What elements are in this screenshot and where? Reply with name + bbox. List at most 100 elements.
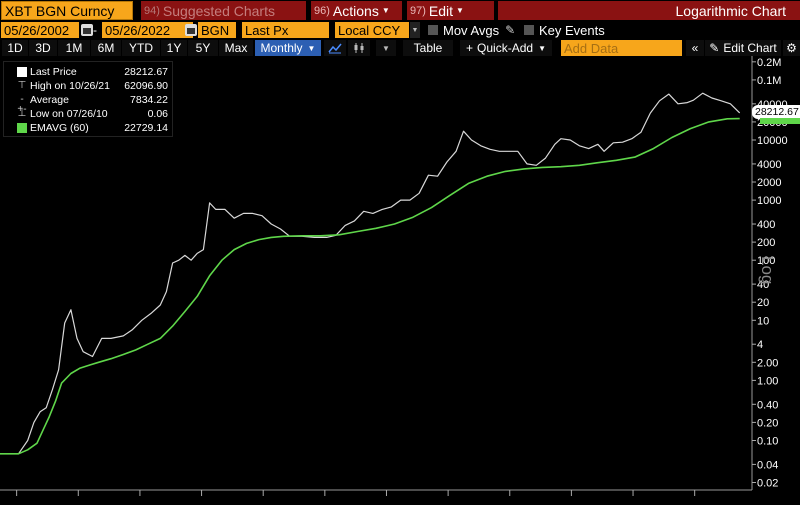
suggested-number: 94): [144, 4, 160, 17]
legend-low: ⊥ Low on 07/26/10 0.06: [4, 108, 174, 121]
legend-value: 7834.22: [130, 94, 168, 106]
end-date-field[interactable]: 05/26/2022: [102, 22, 193, 38]
legend-average: -+- Average 7834.22: [4, 94, 174, 115]
legend-label: High on 10/26/21: [30, 80, 110, 92]
pencil-icon: ✎: [709, 41, 720, 55]
edit-label: Edit: [428, 2, 454, 19]
legend-emavg: EMAVG (60) 22729.14: [4, 122, 174, 135]
last-price-swatch-icon: [17, 67, 27, 77]
legend-value: 28212.67: [124, 66, 168, 78]
actions-menu[interactable]: 96) Actions ▼: [311, 1, 402, 20]
key-events-toggle[interactable]: Key Events: [524, 22, 605, 38]
y-tick-label: 2000: [757, 177, 781, 189]
legend-label: Low on 07/26/10: [30, 108, 108, 120]
y-tick-label: 400: [757, 219, 775, 231]
currency-dropdown-icon[interactable]: ▼: [410, 22, 420, 38]
period-5y-button[interactable]: 5Y: [188, 40, 218, 56]
y-tick-label: 0.2M: [757, 57, 781, 69]
y-tick-label: 0.20: [757, 417, 778, 429]
currency-selector[interactable]: Local CCY: [335, 22, 409, 38]
gear-icon[interactable]: ⚙: [783, 40, 800, 56]
date-range-separator: -: [93, 23, 97, 37]
frequency-value: Monthly: [260, 41, 303, 55]
collapse-icon[interactable]: «: [686, 40, 704, 56]
add-data-input[interactable]: Add Data: [561, 40, 682, 56]
edit-chart-button[interactable]: ✎ Edit Chart: [705, 40, 781, 56]
y-tick-label: 10000: [757, 135, 788, 147]
y-tick-label: 40: [757, 279, 769, 291]
suggested-label: Suggested Charts: [162, 2, 275, 19]
calendar-icon[interactable]: [81, 24, 93, 36]
suggested-charts-menu[interactable]: 94) Suggested Charts: [141, 1, 306, 20]
mov-avgs-label: Mov Avgs: [443, 22, 500, 38]
add-data-placeholder: Add Data: [564, 40, 619, 56]
field-selector[interactable]: Last Px: [242, 22, 329, 38]
field-value: Last Px: [245, 22, 289, 38]
period-1m-button[interactable]: 1M: [58, 40, 90, 56]
legend-label: Last Price: [30, 66, 77, 78]
y-tick-label: 10: [757, 315, 769, 327]
period-bar: 1D 3D 1M 6M YTD 1Y 5Y Max Monthly ▼ ▼ Ta…: [0, 39, 800, 56]
legend-last-price: Last Price 28212.67: [4, 66, 174, 79]
checkbox-icon: [524, 25, 534, 35]
chart-title: Logarithmic Chart: [675, 2, 787, 19]
low-marker-icon: ⊥: [17, 108, 27, 119]
log-scale-label[interactable]: Log: [758, 256, 777, 285]
period-1y-button[interactable]: 1Y: [161, 40, 187, 56]
chart-legend: Last Price 28212.67 ⊤ High on 10/26/21 6…: [3, 61, 173, 137]
y-tick-label: 2.00: [757, 357, 778, 369]
y-tick-label: 0.10: [757, 435, 778, 447]
pencil-icon[interactable]: ✎: [505, 23, 516, 37]
y-tick-label: 200: [757, 237, 775, 249]
period-ytd-button[interactable]: YTD: [122, 40, 160, 56]
quick-add-label: Quick-Add: [477, 41, 534, 55]
y-tick-label: 20: [757, 297, 769, 309]
y-tick-label: 1.00: [757, 375, 778, 387]
chart-type-dropdown-icon[interactable]: ▼: [376, 40, 396, 56]
parameter-bar: 05/26/2002 - 05/26/2022 BGN Last Px Loca…: [0, 21, 800, 38]
period-max-button[interactable]: Max: [219, 40, 253, 56]
last-price-line: [0, 92, 741, 455]
period-6m-button[interactable]: 6M: [91, 40, 121, 56]
legend-label: EMAVG (60): [30, 122, 89, 134]
table-button[interactable]: Table: [403, 40, 453, 56]
actions-number: 96): [314, 4, 330, 17]
y-tick-label: 4000: [757, 159, 781, 171]
period-3d-button[interactable]: 3D: [29, 40, 57, 56]
y-tick-label: 0.40: [757, 399, 778, 411]
line-chart-icon[interactable]: [324, 40, 346, 56]
y-tick-label: 4: [757, 339, 763, 351]
legend-value: 62096.90: [124, 80, 168, 92]
quick-add-button[interactable]: + Quick-Add ▼: [460, 40, 552, 56]
end-date-value: 05/26/2022: [105, 22, 171, 38]
legend-value: 22729.14: [124, 122, 168, 134]
emavg-line: [0, 117, 740, 455]
high-marker-icon: ⊤: [17, 80, 27, 91]
legend-label: Average: [30, 94, 69, 106]
chevron-down-icon: ▼: [538, 43, 546, 53]
candlestick-icon[interactable]: [348, 40, 370, 56]
mov-avgs-toggle[interactable]: Mov Avgs ✎: [428, 22, 515, 38]
plus-icon: +: [466, 41, 474, 55]
edit-chart-label: Edit Chart: [723, 41, 777, 55]
emavg-swatch-icon: [17, 123, 27, 133]
frequency-selector[interactable]: Monthly ▼: [255, 40, 321, 56]
security-ticker-field[interactable]: XBT BGN Curncy: [1, 1, 133, 20]
period-1d-button[interactable]: 1D: [2, 40, 28, 56]
chevron-down-icon: ▼: [381, 6, 390, 15]
edit-menu[interactable]: 97) Edit ▼: [407, 1, 494, 20]
average-marker-icon: -+-: [17, 94, 27, 115]
legend-high: ⊤ High on 10/26/21 62096.90: [4, 80, 174, 93]
key-events-label: Key Events: [539, 22, 605, 38]
pricing-source-value: BGN: [201, 22, 230, 38]
y-tick-label: 1000: [757, 195, 781, 207]
ema-badge: [760, 118, 800, 124]
start-date-field[interactable]: 05/26/2002: [1, 22, 79, 38]
calendar-icon[interactable]: [185, 24, 197, 36]
pricing-source-field[interactable]: BGN: [198, 22, 236, 38]
actions-label: Actions: [332, 2, 379, 19]
y-tick-label: 0.04: [757, 459, 778, 471]
y-tick-label: 100: [757, 255, 775, 267]
top-menu-bar: XBT BGN Curncy 94) Suggested Charts 96) …: [0, 0, 800, 20]
chevron-down-icon: ▼: [307, 43, 316, 53]
